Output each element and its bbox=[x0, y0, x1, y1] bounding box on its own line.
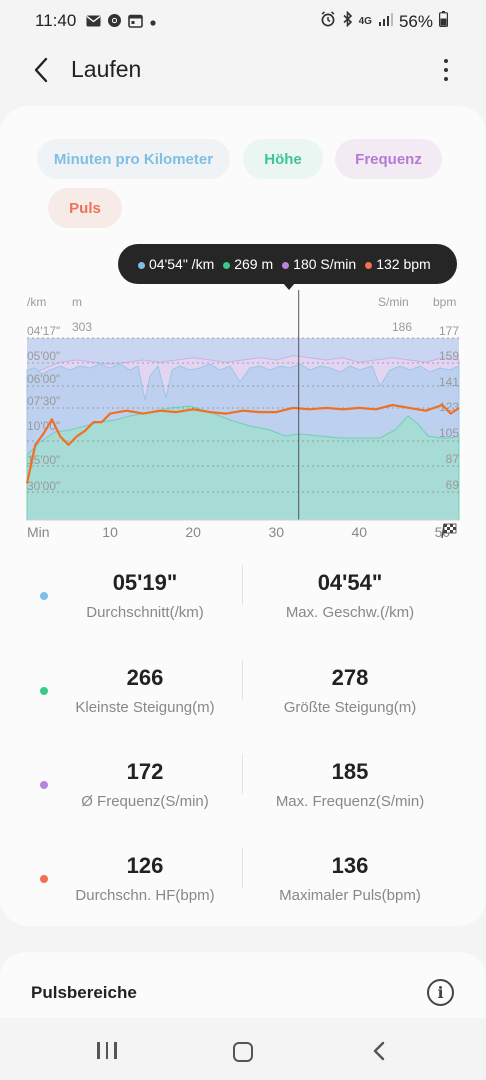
hr-unit-label: bpm bbox=[433, 295, 456, 309]
max-elevation-label: Größte Steigung(m) bbox=[283, 699, 417, 716]
max-cadence-value: 185 bbox=[331, 759, 369, 784]
hr-tick-label: 87 bbox=[446, 452, 460, 466]
avg-pace-value: 05'19" bbox=[112, 570, 178, 595]
recents-button[interactable] bbox=[97, 1042, 117, 1059]
pace-unit-label: /km bbox=[27, 295, 46, 309]
tooltip-altitude: 269 m bbox=[223, 256, 273, 272]
battery-percent: 56% bbox=[398, 11, 433, 31]
pulse-zones-title: Pulsbereiche bbox=[31, 983, 137, 1002]
max-cadence-label: Max. Frequenz(S/min) bbox=[275, 793, 425, 810]
avg-hr-label: Durchschn. HF(bpm) bbox=[75, 887, 215, 904]
heart-rate-bullet bbox=[40, 875, 48, 883]
network-type-icon: 4G bbox=[358, 16, 372, 27]
stats-row-altitude: 266 Kleinste Steigung(m) 278 Größte Steigu… bbox=[0, 647, 486, 741]
max-hr-label: Maximaler Puls(bpm) bbox=[279, 887, 421, 904]
x-tick-label: 40 bbox=[352, 524, 368, 540]
bluetooth-icon bbox=[342, 10, 353, 32]
status-bar: 11:40 4G 56% bbox=[0, 0, 486, 42]
app-bar: Laufen bbox=[0, 44, 486, 100]
hr-tick-label: 177 bbox=[439, 324, 459, 338]
chip-heart-rate[interactable]: Puls bbox=[48, 188, 122, 228]
x-tick-label: 30 bbox=[268, 524, 284, 540]
altitude-unit-label: m bbox=[72, 295, 82, 309]
hr-tick-label: 69 bbox=[446, 478, 460, 492]
pace-bullet bbox=[40, 592, 48, 600]
tooltip-pace: 04'54" /km bbox=[138, 256, 214, 272]
system-back-button[interactable] bbox=[372, 1041, 386, 1066]
pace-tick-label: 15'00" bbox=[27, 453, 60, 467]
signal-icon bbox=[378, 12, 393, 31]
max-elevation-value: 278 bbox=[331, 665, 369, 690]
stats-row-pace: 05'19" Durchschnitt(/km) 04'54" Max. Gesch… bbox=[0, 552, 486, 646]
status-time: 11:40 bbox=[35, 11, 77, 30]
cadence-tick-label: 186 bbox=[392, 320, 412, 334]
more-vertical-icon bbox=[444, 59, 448, 63]
min-elevation-value: 266 bbox=[126, 665, 164, 690]
workout-chart[interactable]: /km m S/min bpm 303 186 bbox=[0, 290, 486, 550]
stats-row-cadence: 172 Ø Frequenz(S/min) 185 Max. Frequenz(S/… bbox=[0, 741, 486, 835]
max-speed-label: Max. Geschw.(/km) bbox=[285, 604, 415, 621]
avg-cadence-label: Ø Frequenz(S/min) bbox=[81, 793, 209, 810]
chip-pace[interactable]: Minuten pro Kilometer bbox=[37, 139, 230, 179]
info-icon[interactable]: i bbox=[427, 979, 454, 1006]
system-back-icon bbox=[373, 1041, 385, 1061]
recents-icon bbox=[97, 1042, 100, 1059]
avg-hr-value: 126 bbox=[126, 853, 164, 878]
calendar-icon bbox=[128, 14, 143, 33]
chip-altitude[interactable]: Höhe bbox=[243, 139, 323, 179]
heart-rate-line bbox=[25, 403, 460, 484]
altitude-tick-label: 303 bbox=[72, 320, 92, 334]
page-title: Laufen bbox=[71, 56, 142, 82]
x-tick-label: 10 bbox=[102, 524, 118, 540]
hr-tick-label: 105 bbox=[439, 426, 459, 440]
cadence-unit-label: S/min bbox=[378, 295, 409, 309]
pace-axis: 04'17" 05'00" 06'00" 07'30" 10'00" 15'00" 30'0… bbox=[27, 324, 60, 493]
battery-icon bbox=[439, 11, 449, 32]
pace-tick-label: 05'00" bbox=[27, 349, 60, 363]
tooltip-cadence: 180 S/min bbox=[282, 256, 356, 272]
hr-tick-label: 159 bbox=[439, 349, 459, 363]
alarm-icon bbox=[320, 11, 336, 32]
chart-tooltip: 04'54" /km 269 m 180 S/min 132 bpm bbox=[118, 244, 457, 284]
back-arrow-icon bbox=[34, 57, 48, 83]
pace-tick-label: 06'00" bbox=[27, 372, 60, 386]
pulse-zones-card[interactable]: Pulsbereiche i bbox=[0, 952, 486, 1018]
avg-pace-label: Durchschnitt(/km) bbox=[86, 604, 204, 621]
notification-dot-icon bbox=[149, 14, 157, 32]
pace-tick-label: 04'17" bbox=[27, 324, 60, 338]
altitude-bullet bbox=[40, 687, 48, 695]
checkered-flag-icon bbox=[441, 523, 457, 539]
min-elevation-label: Kleinste Steigung(m) bbox=[75, 699, 215, 716]
tooltip-heart-rate: 132 bpm bbox=[365, 256, 431, 272]
max-hr-value: 136 bbox=[331, 853, 369, 878]
system-nav-bar bbox=[0, 1018, 486, 1080]
stats-row-heart-rate: 126 Durchschn. HF(bpm) 136 Maximaler Puls(… bbox=[0, 835, 486, 929]
chip-cadence[interactable]: Frequenz bbox=[335, 139, 442, 179]
home-button[interactable] bbox=[233, 1042, 253, 1062]
max-speed-value: 04'54" bbox=[317, 570, 383, 595]
more-options-button[interactable] bbox=[434, 54, 458, 86]
x-axis: 1020304050 bbox=[102, 524, 450, 540]
pace-tick-label: 07'30" bbox=[27, 394, 60, 408]
chrome-icon bbox=[107, 13, 122, 33]
x-tick-label: 20 bbox=[185, 524, 201, 540]
tooltip-pointer bbox=[283, 283, 295, 290]
x-axis-label: Min bbox=[27, 524, 50, 540]
altitude-area bbox=[26, 405, 460, 521]
pace-tick-label: 10'00" bbox=[27, 419, 60, 433]
hr-tick-label: 141 bbox=[439, 375, 459, 389]
cadence-bullet bbox=[40, 781, 48, 789]
back-button[interactable] bbox=[25, 54, 57, 86]
mail-icon bbox=[86, 14, 101, 32]
pace-tick-label: 30'00" bbox=[27, 479, 60, 493]
grid-lines bbox=[27, 337, 459, 493]
avg-cadence-value: 172 bbox=[126, 759, 164, 784]
workout-chart-card: Minuten pro Kilometer Höhe Frequenz Puls… bbox=[0, 106, 486, 926]
